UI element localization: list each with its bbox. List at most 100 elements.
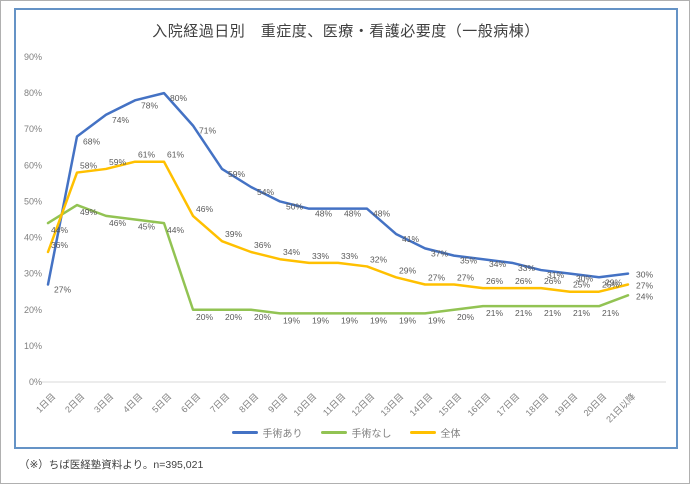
footnote: （※）ちば医経塾資料より。n=395,021 [19, 459, 204, 471]
data-label-orange: 25% [602, 280, 619, 290]
x-axis-label: 7日目 [208, 391, 231, 414]
data-label-green: 21% [602, 308, 619, 318]
data-label-orange: 59% [109, 157, 126, 167]
data-label-orange: 32% [370, 254, 387, 264]
x-axis-label: 13日目 [379, 391, 406, 418]
data-label-green: 44% [51, 225, 68, 235]
data-label-blue: 74% [112, 115, 129, 125]
legend-label: 手術あり [262, 429, 303, 440]
legend-label: 手術なし [351, 429, 392, 440]
x-axis-label: 19日目 [553, 391, 580, 418]
data-label-orange: 25% [573, 280, 590, 290]
x-axis-label: 1日目 [34, 391, 57, 414]
data-label-blue: 48% [344, 209, 361, 219]
data-label-green: 20% [225, 312, 242, 322]
data-label-orange: 58% [80, 161, 97, 171]
y-axis-label: 80% [24, 88, 42, 98]
data-label-green: 46% [109, 218, 126, 228]
data-label-blue: 30% [636, 270, 653, 280]
data-label-blue: 34% [489, 259, 506, 269]
data-label-green: 24% [636, 291, 653, 301]
data-label-orange: 61% [167, 150, 184, 160]
data-label-green: 19% [341, 315, 358, 325]
data-label-blue: 71% [199, 126, 216, 136]
legend-item: 手術あり [231, 425, 303, 440]
x-axis-label: 5日目 [150, 391, 173, 414]
data-label-blue: 78% [141, 100, 158, 110]
data-label-orange: 27% [428, 273, 445, 283]
data-label-green: 19% [428, 315, 445, 325]
y-axis-label: 30% [24, 269, 42, 279]
x-axis-label: 17日目 [495, 391, 522, 418]
data-label-orange: 27% [457, 273, 474, 283]
data-label-orange: 36% [254, 240, 271, 250]
data-label-green: 19% [399, 315, 416, 325]
data-label-blue: 48% [315, 209, 332, 219]
x-axis-label: 20日目 [582, 391, 609, 418]
data-label-green: 21% [544, 308, 561, 318]
data-label-green: 19% [370, 315, 387, 325]
data-label-blue: 27% [54, 285, 71, 295]
x-axis-label: 2日目 [63, 391, 86, 414]
y-axis-label: 60% [24, 160, 42, 170]
data-label-orange: 27% [636, 281, 653, 291]
x-axis-label: 9日目 [266, 391, 289, 414]
data-label-blue: 41% [402, 234, 419, 244]
data-label-orange: 29% [399, 265, 416, 275]
data-label-blue: 68% [83, 136, 100, 146]
data-label-blue: 35% [460, 256, 477, 266]
data-label-green: 21% [573, 308, 590, 318]
data-label-orange: 26% [486, 276, 503, 286]
chart-title: 入院経過日別 重症度、医療・看護必要度（一般病棟） [152, 23, 540, 40]
legend: 手術あり 手術なし 全体 [16, 425, 676, 440]
data-label-green: 21% [515, 308, 532, 318]
data-label-green: 44% [167, 225, 184, 235]
x-axis-label: 15日目 [437, 391, 464, 418]
legend-item: 手術なし [320, 425, 392, 440]
data-label-orange: 33% [312, 251, 329, 261]
data-label-orange: 36% [51, 240, 68, 250]
data-label-blue: 30% [576, 274, 593, 284]
x-axis-label: 11日目 [321, 391, 347, 417]
legend-swatch-green [320, 431, 347, 434]
data-label-green: 45% [138, 222, 155, 232]
legend-label: 全体 [440, 429, 461, 440]
data-label-blue: 54% [257, 187, 274, 197]
data-label-green: 19% [312, 315, 329, 325]
data-label-blue: 59% [228, 169, 245, 179]
x-axis-label: 3日目 [92, 391, 115, 414]
x-axis-label: 6日目 [179, 391, 202, 414]
data-label-orange: 46% [196, 204, 213, 214]
x-axis-label: 10日目 [292, 391, 319, 418]
x-axis-label: 12日目 [350, 391, 377, 418]
data-label-orange: 39% [225, 229, 242, 239]
y-axis-label: 20% [24, 305, 42, 315]
chart-svg: 0% 10% 20% 30% 40% 50% 60% 70% 80% 90% 1日目 2日目 3日目 4日… [24, 52, 666, 425]
data-label-green: 21% [486, 308, 503, 318]
x-axis-label: 4日目 [121, 391, 144, 414]
x-axis-label: 16日目 [466, 391, 493, 418]
legend-item: 全体 [409, 425, 461, 440]
series-line-blue [46, 91, 630, 286]
x-axis-label: 14日目 [408, 391, 435, 418]
data-label-green: 49% [80, 207, 97, 217]
data-label-orange: 33% [341, 251, 358, 261]
data-label-orange: 61% [138, 150, 155, 160]
data-label-blue: 29% [605, 277, 622, 287]
data-label-green: 20% [254, 312, 271, 322]
y-axis-label: 40% [24, 233, 42, 243]
x-axis-label: 8日目 [237, 391, 260, 414]
x-axis-label: 21日以降 [603, 391, 637, 425]
data-label-blue: 50% [286, 201, 303, 211]
data-label-green: 20% [457, 312, 474, 322]
y-axis-label: 0% [29, 377, 42, 387]
series-line-orange [46, 160, 630, 293]
legend-swatch-orange [409, 431, 436, 434]
data-label-blue: 48% [373, 209, 390, 219]
data-label-orange: 26% [515, 276, 532, 286]
data-label-orange: 34% [283, 247, 300, 257]
legend-swatch-blue [231, 431, 258, 434]
data-label-blue: 80% [170, 93, 187, 103]
y-axis-label: 10% [24, 341, 42, 351]
